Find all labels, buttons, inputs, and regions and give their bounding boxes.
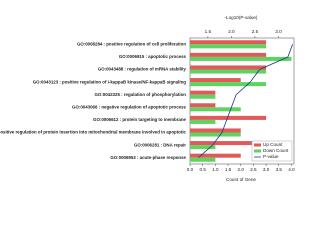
bar [190,78,241,83]
category-label: GO:0006281 : DNA repair [134,142,186,147]
legend-swatch [254,149,261,153]
bar [190,157,216,162]
legend-label: Down Count [263,148,289,153]
bar [190,107,241,112]
bar [190,56,292,61]
chart: -Log10(P-value) Count of Gene 0.0 0.5 1.0 1… [0,15,295,182]
bar [190,132,241,137]
x-axis-title: Count of Gene [226,177,256,182]
x2-tick-label: 1.5 [205,29,212,34]
bar [190,128,241,133]
x-tick-label: 2.5 [250,167,257,172]
x-tick-label: 1.5 [225,167,232,172]
bar [190,103,216,108]
category-label: GO:0043066 : negative regulation of apop… [72,104,187,109]
legend-swatch [254,143,261,147]
legend-label: Up Count [263,142,283,147]
bar [190,119,216,124]
bar [190,40,267,45]
category-label: GO:0008284 : positive regulation of cell… [77,41,186,46]
bar [190,153,241,158]
x-tick-label: 0.0 [187,167,194,172]
bar [190,65,267,70]
bar [190,94,216,99]
x-tick-label: 1.0 [212,167,219,172]
legend-label: P-value [263,154,279,159]
x-tick-label: 4.0 [288,167,295,172]
x-tick-label: 3.0 [263,167,270,172]
bar [190,141,267,146]
x2-axis-title: -Log10(P-value) [225,15,258,20]
x-tick-label: 0.5 [199,167,206,172]
category-label: GO:0006612 : protein targeting to membra… [93,117,187,122]
category-label: GO:0043488 : regulation of mRNA stabilit… [98,67,187,72]
bar [190,44,267,49]
legend-box [251,140,293,162]
x2-tick-label: 2.0 [228,29,235,34]
category-label: GO:1900740 : positive regulation of prot… [0,130,187,135]
bar [190,145,216,150]
p-value-line [198,44,293,158]
x-tick-label: 3.5 [276,167,283,172]
bar [190,52,267,57]
x-tick-label: 2.0 [238,167,245,172]
plot-frame [189,37,295,165]
category-label: GO:0006953 : acute-phase response [110,155,186,160]
category-label: GO:0042325 : regulation of phosphorylati… [95,92,187,97]
bar [190,115,267,120]
bar [190,69,267,74]
bar [190,90,216,95]
category-label: GO:0043123 : positive regulation of I-ka… [33,79,187,84]
category-label: GO:0006915 : apoptotic process [119,54,187,59]
x2-tick-label: 3.0 [275,29,282,34]
bar [190,82,267,87]
x2-tick-label: 2.5 [252,29,259,34]
